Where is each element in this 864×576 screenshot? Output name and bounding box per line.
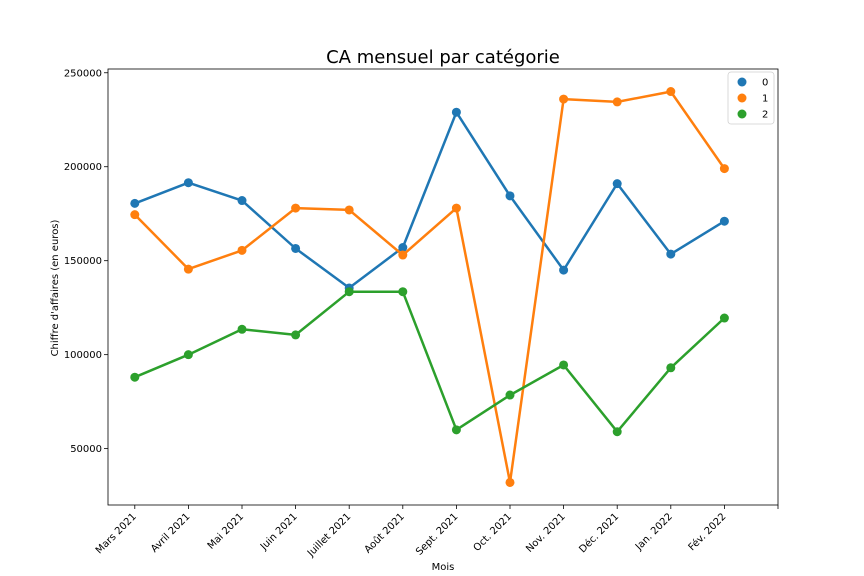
plot-frame (107, 68, 779, 506)
data-point-0 (612, 179, 622, 189)
data-point-1 (237, 245, 247, 255)
legend-marker-1 (737, 93, 747, 103)
x-tick-label: Déc. 2021 (577, 511, 622, 556)
data-point-2 (291, 330, 301, 340)
legend-label-2: 2 (762, 110, 768, 121)
data-point-1 (398, 250, 408, 260)
data-point-0 (130, 198, 140, 208)
data-point-1 (344, 205, 354, 215)
data-point-0 (719, 216, 729, 226)
x-tick-label: Jan. 2022 (633, 511, 675, 553)
series-line-2 (134, 290, 726, 433)
x-axis-label: Mois (432, 562, 455, 573)
data-point-0 (183, 178, 193, 188)
data-point-0 (237, 196, 247, 206)
legend-label-1: 1 (762, 94, 768, 105)
y-axis-label: Chiffre d'affaires (en euros) (50, 219, 61, 356)
data-point-1 (719, 164, 729, 174)
plot-area: 50000 100000 150000 200000 250000 Mars 2021 Av… (64, 68, 779, 560)
data-point-0 (666, 249, 676, 259)
data-point-2 (505, 390, 515, 400)
data-point-0 (505, 191, 515, 201)
data-point-1 (666, 87, 676, 97)
x-tick-label: Fév. 2022 (686, 511, 729, 554)
y-tick-label: 100000 (64, 350, 102, 361)
legend-marker-2 (737, 109, 747, 119)
data-point-1 (559, 94, 569, 104)
data-point-2 (719, 313, 729, 323)
data-point-0 (451, 107, 461, 117)
y-tick-label: 150000 (64, 256, 102, 267)
data-point-2 (183, 350, 193, 360)
legend-marker-0 (737, 77, 747, 87)
data-point-1 (505, 477, 515, 487)
data-point-0 (291, 243, 301, 253)
data-point-1 (291, 203, 301, 213)
x-tick-label: Mai 2021 (206, 511, 246, 551)
y-tick-label: 50000 (70, 444, 102, 455)
series-line-0 (134, 110, 726, 290)
x-tick-label: Août 2021 (362, 511, 407, 556)
data-point-2 (666, 363, 676, 373)
legend: 0 1 2 (727, 71, 775, 125)
y-tick-label: 200000 (64, 162, 102, 173)
data-point-2 (344, 287, 354, 297)
x-tick-label: Avril 2021 (149, 511, 192, 554)
chart-title: CA mensuel par catégorie (326, 47, 560, 68)
data-point-1 (130, 210, 140, 220)
data-point-2 (612, 427, 622, 437)
x-tick-label: Nov. 2021 (524, 511, 568, 555)
x-tick-label: Juillet 2021 (305, 511, 353, 559)
x-tick-label: Oct. 2021 (472, 511, 515, 554)
x-tick-label: Sept. 2021 (414, 511, 460, 557)
data-point-0 (559, 265, 569, 275)
data-point-2 (398, 287, 408, 297)
data-point-2 (130, 372, 140, 382)
data-point-2 (451, 425, 461, 435)
data-point-2 (559, 360, 569, 370)
x-tick-label: Juin 2021 (258, 511, 300, 553)
series-line-1 (133, 90, 726, 484)
data-point-1 (612, 97, 622, 107)
data-point-2 (237, 324, 247, 334)
data-point-1 (183, 264, 193, 274)
data-point-1 (451, 203, 461, 213)
legend-label-0: 0 (762, 78, 768, 89)
data-point-0 (398, 243, 408, 253)
x-tick-label: Mars 2021 (94, 511, 139, 556)
y-tick-label: 250000 (64, 68, 102, 79)
